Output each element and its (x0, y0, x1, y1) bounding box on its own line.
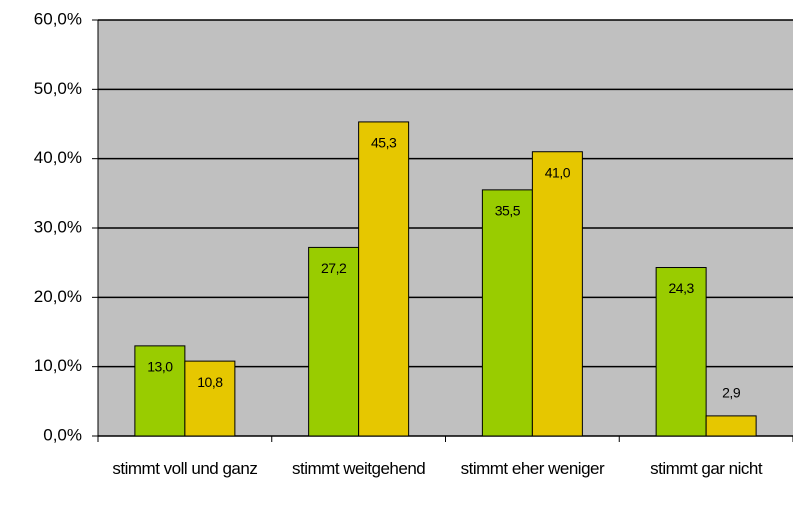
y-tick-label: 20,0% (34, 287, 82, 306)
y-tick-label: 10,0% (34, 356, 82, 375)
data-label: 35,5 (495, 203, 521, 219)
bar (705, 415, 757, 437)
x-tick-label: stimmt voll und ganz (112, 459, 258, 478)
bar (184, 360, 236, 437)
y-tick-label: 0,0% (43, 425, 82, 444)
bar (531, 151, 583, 437)
data-label: 13,0 (147, 359, 173, 375)
y-tick-label: 50,0% (34, 79, 82, 98)
data-label: 41,0 (545, 164, 571, 180)
data-label: 24,3 (669, 280, 695, 296)
bar (481, 189, 533, 437)
data-label: 2,9 (722, 385, 741, 401)
data-label: 45,3 (371, 135, 397, 151)
y-tick-label: 30,0% (34, 217, 82, 236)
x-tick-label: stimmt eher weniger (460, 459, 605, 478)
data-label: 10,8 (197, 374, 223, 390)
x-tick-label: stimmt gar nicht (650, 459, 763, 478)
data-label: 27,2 (321, 260, 347, 276)
y-tick-label: 40,0% (34, 148, 82, 167)
bar (655, 267, 707, 437)
y-tick-label: 60,0% (34, 9, 82, 28)
x-tick-label: stimmt weitgehend (292, 459, 426, 478)
bar (358, 121, 410, 437)
